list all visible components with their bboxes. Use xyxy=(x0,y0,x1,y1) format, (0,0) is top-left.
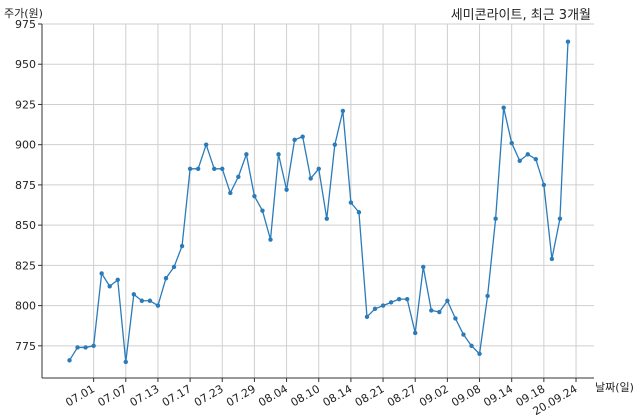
x-tick-label: 09.02 xyxy=(417,382,451,409)
x-tick-label: 08.21 xyxy=(353,382,387,409)
x-tick-label: 07.13 xyxy=(128,382,162,409)
data-point xyxy=(533,156,539,162)
data-point xyxy=(380,303,386,308)
data-point xyxy=(131,292,137,297)
data-point xyxy=(565,39,571,44)
data-point xyxy=(324,216,329,221)
data-point xyxy=(517,158,522,163)
data-point xyxy=(67,358,72,363)
y-tick-label: 950 xyxy=(15,58,36,71)
x-ticks: 07.0107.0707.1307.1707.2307.2908.0408.10… xyxy=(63,378,580,418)
x-tick-label: 09.14 xyxy=(481,382,515,409)
data-point xyxy=(292,137,297,143)
data-point xyxy=(203,142,209,147)
axes xyxy=(41,24,594,379)
data-point xyxy=(348,200,354,205)
data-point xyxy=(171,264,177,270)
data-point xyxy=(509,140,514,146)
data-point xyxy=(388,300,394,305)
x-tick-label: 07.01 xyxy=(63,382,97,409)
y-tick-label: 825 xyxy=(15,259,36,272)
data-point xyxy=(115,277,120,283)
x-tick-label: 08.04 xyxy=(256,382,290,409)
data-point xyxy=(139,298,145,303)
data-point xyxy=(429,308,434,313)
data-point xyxy=(437,309,442,315)
data-point xyxy=(541,182,547,188)
data-point xyxy=(477,351,482,357)
data-point xyxy=(300,134,305,139)
y-tick-label: 800 xyxy=(15,300,36,313)
y-tick-label: 850 xyxy=(15,219,36,232)
data-point xyxy=(276,152,281,157)
x-tick-label: 07.07 xyxy=(96,382,130,409)
data-point xyxy=(244,152,249,157)
data-point xyxy=(75,345,80,350)
data-point xyxy=(179,243,185,249)
data-point xyxy=(228,190,233,196)
x-tick-label: 08.27 xyxy=(385,382,419,409)
data-point xyxy=(236,174,241,180)
y-tick-label: 775 xyxy=(15,340,36,353)
x-tick-label: 08.10 xyxy=(288,382,322,409)
data-point xyxy=(268,237,273,242)
series-layer xyxy=(67,39,571,365)
data-point xyxy=(163,276,169,281)
x-tick-label: 09.08 xyxy=(449,382,483,409)
data-point xyxy=(356,210,362,215)
data-point xyxy=(187,166,193,172)
data-point xyxy=(396,296,402,302)
data-point xyxy=(195,166,201,172)
x-axis-label: 날짜(일) xyxy=(595,380,634,394)
data-point xyxy=(525,152,530,157)
data-point xyxy=(413,330,418,336)
data-point xyxy=(340,108,346,114)
data-point xyxy=(421,264,426,270)
data-point xyxy=(332,142,338,147)
x-tick-label: 08.14 xyxy=(321,382,355,409)
data-point xyxy=(284,187,289,192)
data-point xyxy=(485,293,490,299)
data-point xyxy=(445,298,450,303)
x-tick-label: 07.23 xyxy=(192,382,226,409)
x-tick-label: 07.17 xyxy=(160,382,194,409)
y-tick-label: 900 xyxy=(15,139,36,152)
data-point xyxy=(316,166,321,172)
data-point xyxy=(469,343,474,349)
data-point xyxy=(147,298,153,303)
x-tick-label: 07.29 xyxy=(224,382,258,409)
data-point xyxy=(549,256,555,262)
data-point xyxy=(461,332,466,337)
data-point xyxy=(404,296,410,302)
data-point xyxy=(123,359,128,365)
y-ticks: 775 800 825 850 875 900 925 950 975 xyxy=(15,18,42,353)
grid xyxy=(42,23,594,378)
data-point xyxy=(453,316,458,321)
data-point xyxy=(155,303,161,308)
data-point xyxy=(372,306,378,312)
chart-title: 세미콘라이트, 최근 3개월 xyxy=(451,8,591,23)
y-axis-label: 주가(원) xyxy=(4,7,43,20)
data-point xyxy=(501,105,506,110)
data-point xyxy=(220,166,225,172)
data-point xyxy=(557,216,563,221)
data-point xyxy=(364,314,370,320)
data-point xyxy=(91,343,96,349)
y-tick-label: 925 xyxy=(15,98,36,111)
data-point xyxy=(212,166,217,172)
data-point xyxy=(107,284,112,289)
data-point xyxy=(83,345,88,350)
data-point xyxy=(252,193,257,199)
y-tick-label: 975 xyxy=(15,18,36,31)
data-point xyxy=(260,208,265,213)
y-tick-label: 875 xyxy=(15,179,36,192)
data-point xyxy=(493,216,498,221)
data-point xyxy=(99,271,104,276)
data-point xyxy=(308,176,313,181)
